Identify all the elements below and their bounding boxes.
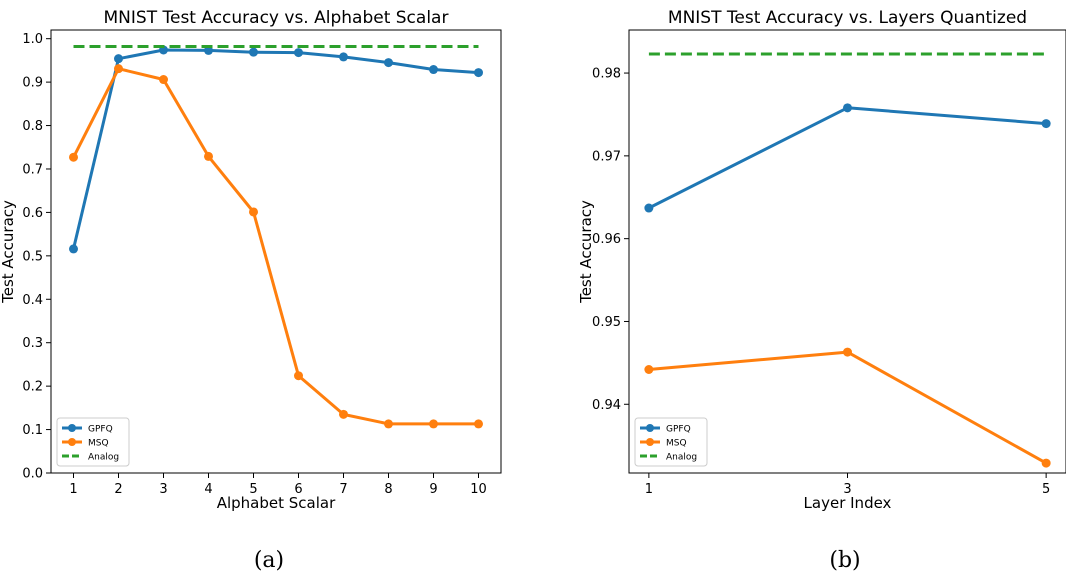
chart-a-xtick-label: 1 [69, 482, 77, 497]
chart-b-legend-gpfq-marker [646, 424, 654, 432]
chart-b-ytick-label: 0.97 [592, 149, 621, 164]
chart-a-gpfq-point [339, 52, 348, 62]
chart-b-msq-line [648, 350, 1047, 465]
chart-b-ytick-label: 0.95 [592, 315, 621, 330]
chart-a-xtick-label: 10 [470, 482, 487, 497]
chart-a-xtick-label: 8 [384, 482, 392, 497]
chart-a-msq-point [69, 152, 78, 162]
chart-a-frame [50, 29, 502, 474]
chart-b-legend-analog-label: Analog [666, 453, 697, 463]
chart-b-msq-point [843, 347, 852, 357]
chart-b-ytick-label: 0.96 [592, 232, 621, 247]
chart-a-gpfq-point [69, 244, 78, 254]
chart-a-xtick-label: 4 [204, 482, 212, 497]
chart-a-msq-point [294, 371, 303, 381]
chart-b-legend-gpfq-label: GPFQ [666, 425, 691, 435]
chart-a-legend-msq-marker [68, 438, 76, 446]
chart-a-title: MNIST Test Accuracy vs. Alphabet Scalar [104, 8, 449, 28]
chart-a-xtick-label: 6 [294, 482, 302, 497]
chart-a-msq-point [204, 151, 213, 161]
chart-a-ytick-label: 0.6 [22, 206, 43, 221]
chart-a-gpfq-line [72, 48, 479, 250]
chart-a-xlabel: Alphabet Scalar [217, 494, 336, 512]
chart-b-xtick-label: 1 [645, 482, 653, 497]
caption-a: (a) [253, 548, 285, 573]
chart-a-ytick-label: 0.8 [22, 119, 43, 134]
chart-a-ytick-label: 0.7 [22, 162, 43, 177]
chart-a-gpfq-point [474, 68, 483, 78]
chart-a-ytick-label: 0.0 [22, 467, 43, 482]
chart-a-msq-line [72, 67, 479, 426]
chart-b-gpfq-point [1041, 119, 1051, 129]
chart-b-ytick-label: 0.94 [592, 398, 621, 413]
chart-b-legend-msq-label: MSQ [666, 439, 687, 449]
chart-a-ytick-label: 0.4 [22, 293, 43, 308]
chart-a-ytick-label: 0.1 [22, 423, 43, 438]
chart-a-gpfq-point [114, 54, 123, 64]
chart-a-legend-gpfq-marker [68, 424, 76, 432]
chart-b-msq-point [1041, 458, 1051, 468]
chart-a-legend-msq-label: MSQ [88, 439, 109, 449]
chart-a-msq-point [114, 64, 123, 74]
chart-a-msq-point [429, 419, 438, 429]
chart-b-frame [628, 29, 1066, 474]
chart-a-gpfq-point [384, 58, 393, 68]
chart-b-gpfq-line [648, 106, 1047, 210]
chart-a-ytick-label: 0.2 [22, 380, 43, 395]
chart-a-xtick-label: 7 [339, 482, 347, 497]
chart-a-gpfq-point [204, 45, 213, 55]
chart-a-msq-point [384, 419, 393, 429]
chart-a-msq-point [474, 419, 483, 429]
chart-a-ylabel: Test Accuracy [0, 200, 17, 304]
chart-b-legend-msq-marker [646, 438, 654, 446]
chart-a-ytick-label: 0.5 [22, 249, 43, 264]
chart-b-title: MNIST Test Accuracy vs. Layers Quantized [668, 8, 1027, 28]
chart-b-xtick-label: 5 [1042, 482, 1050, 497]
chart-b-gpfq-point [843, 103, 852, 113]
chart-a-msq-point [339, 409, 348, 419]
chart-a-ytick-label: 1.0 [22, 32, 43, 47]
chart-a-ytick-label: 0.9 [22, 76, 43, 91]
chart-a-gpfq-point [429, 65, 438, 75]
chart-a-xtick-label: 3 [159, 482, 167, 497]
chart-a-legend-gpfq-label: GPFQ [88, 425, 113, 435]
chart-a-ytick-label: 0.3 [22, 336, 43, 351]
chart-a-msq-point [159, 75, 168, 85]
chart-a-xtick-label: 5 [249, 482, 257, 497]
caption-b: (b) [829, 548, 861, 573]
chart-a-gpfq-point [294, 48, 303, 58]
chart-b-msq-point [644, 364, 654, 374]
chart-a-xtick-label: 9 [429, 482, 437, 497]
chart-a-legend-analog-label: Analog [88, 453, 119, 463]
chart-a-xtick-label: 2 [114, 482, 122, 497]
chart-b-xlabel: Layer Index [804, 494, 892, 512]
chart-b-gpfq-point [644, 203, 654, 213]
chart-b-xtick-label: 3 [843, 482, 851, 497]
chart-b-ylabel: Test Accuracy [577, 200, 595, 304]
chart-a-gpfq-point [249, 47, 258, 57]
chart-b-ytick-label: 0.98 [592, 67, 621, 82]
chart-a-msq-point [249, 207, 258, 217]
